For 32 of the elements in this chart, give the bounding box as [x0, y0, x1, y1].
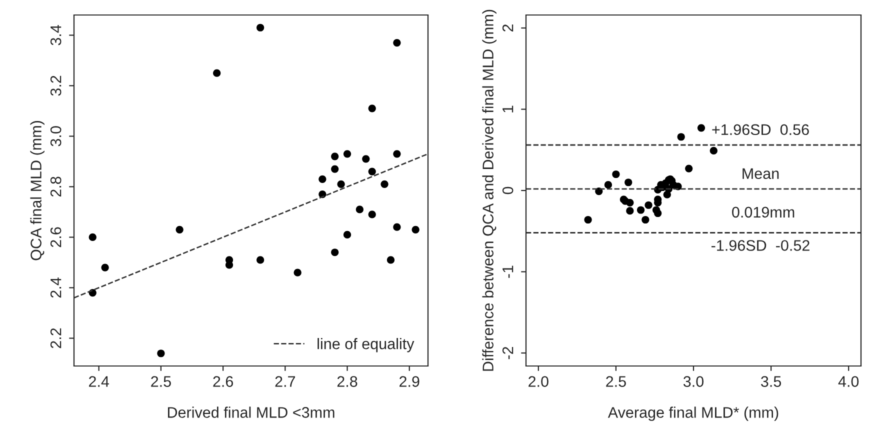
y-tick-label: 3.0 [50, 126, 62, 146]
x-tick-label: 2.0 [528, 376, 548, 387]
legend-label: line of equality [318, 338, 414, 352]
y-tick-label: 1 [502, 106, 514, 112]
y-axis-title: QCA final MLD (mm) [30, 120, 44, 260]
x-tick-label: 2.7 [275, 376, 296, 387]
x-tick-label: 3.0 [683, 376, 704, 387]
x-tick-label: 2.5 [606, 376, 626, 387]
x-tick-label: 3.5 [761, 376, 782, 387]
y-tick-label: -2 [502, 346, 514, 360]
y-tick-label: 3.4 [50, 25, 62, 46]
x-axis-title: Average final MLD* (mm) [608, 406, 778, 421]
y-tick-label: 0 [502, 186, 514, 194]
ref-line-label: -1.96SD -0.52 [712, 240, 810, 251]
x-tick-label: 4.0 [838, 376, 859, 387]
x-tick-label: 2.9 [400, 376, 420, 387]
y-tick-label: 2 [502, 24, 514, 32]
x-tick-label: 2.6 [213, 376, 233, 387]
y-tick-label: 2.2 [50, 328, 62, 348]
annotation: 0.019mm [732, 206, 794, 218]
x-tick-label: 2.8 [337, 376, 358, 387]
y-tick-label: 3.2 [50, 76, 62, 96]
ref-line-label: +1.96SD 0.56 [712, 124, 809, 136]
y-tick-label: 2.4 [50, 278, 62, 298]
y-tick-label: -1 [502, 266, 514, 278]
ref-line-label: Mean [742, 168, 779, 180]
y-tick-label: 2.8 [50, 176, 62, 197]
y-axis-title: Difference between QCA and Derived final MLD (mm) [482, 10, 496, 371]
x-tick-label: 2.5 [151, 376, 171, 387]
y-tick-label: 2.6 [50, 227, 62, 248]
x-axis-title: Derived final MLD <3mm [168, 406, 334, 418]
x-tick-label: 2.4 [88, 376, 110, 387]
